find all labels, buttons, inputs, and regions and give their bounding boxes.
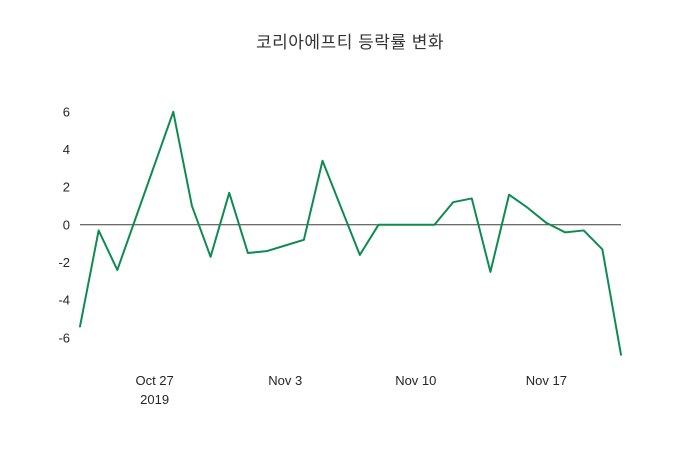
- x-tick-label: Nov 3: [268, 373, 302, 388]
- y-tick-label: 2: [63, 180, 70, 195]
- y-tick-label: 0: [63, 217, 70, 232]
- y-tick-label: 4: [63, 142, 70, 157]
- x-tick-label: Nov 17: [526, 373, 567, 388]
- y-tick-label: -4: [58, 293, 70, 308]
- y-tick-label: -2: [58, 255, 70, 270]
- x-tick-label: Oct 27: [135, 373, 173, 388]
- y-tick-label: 6: [63, 104, 70, 119]
- y-tick-label: -6: [58, 330, 70, 345]
- series-line: [79, 110, 622, 356]
- x-tick-year-label: 2019: [140, 392, 169, 407]
- x-tick-label: Nov 10: [395, 373, 436, 388]
- chart-title: 코리아에프티 등락률 변화: [256, 33, 444, 52]
